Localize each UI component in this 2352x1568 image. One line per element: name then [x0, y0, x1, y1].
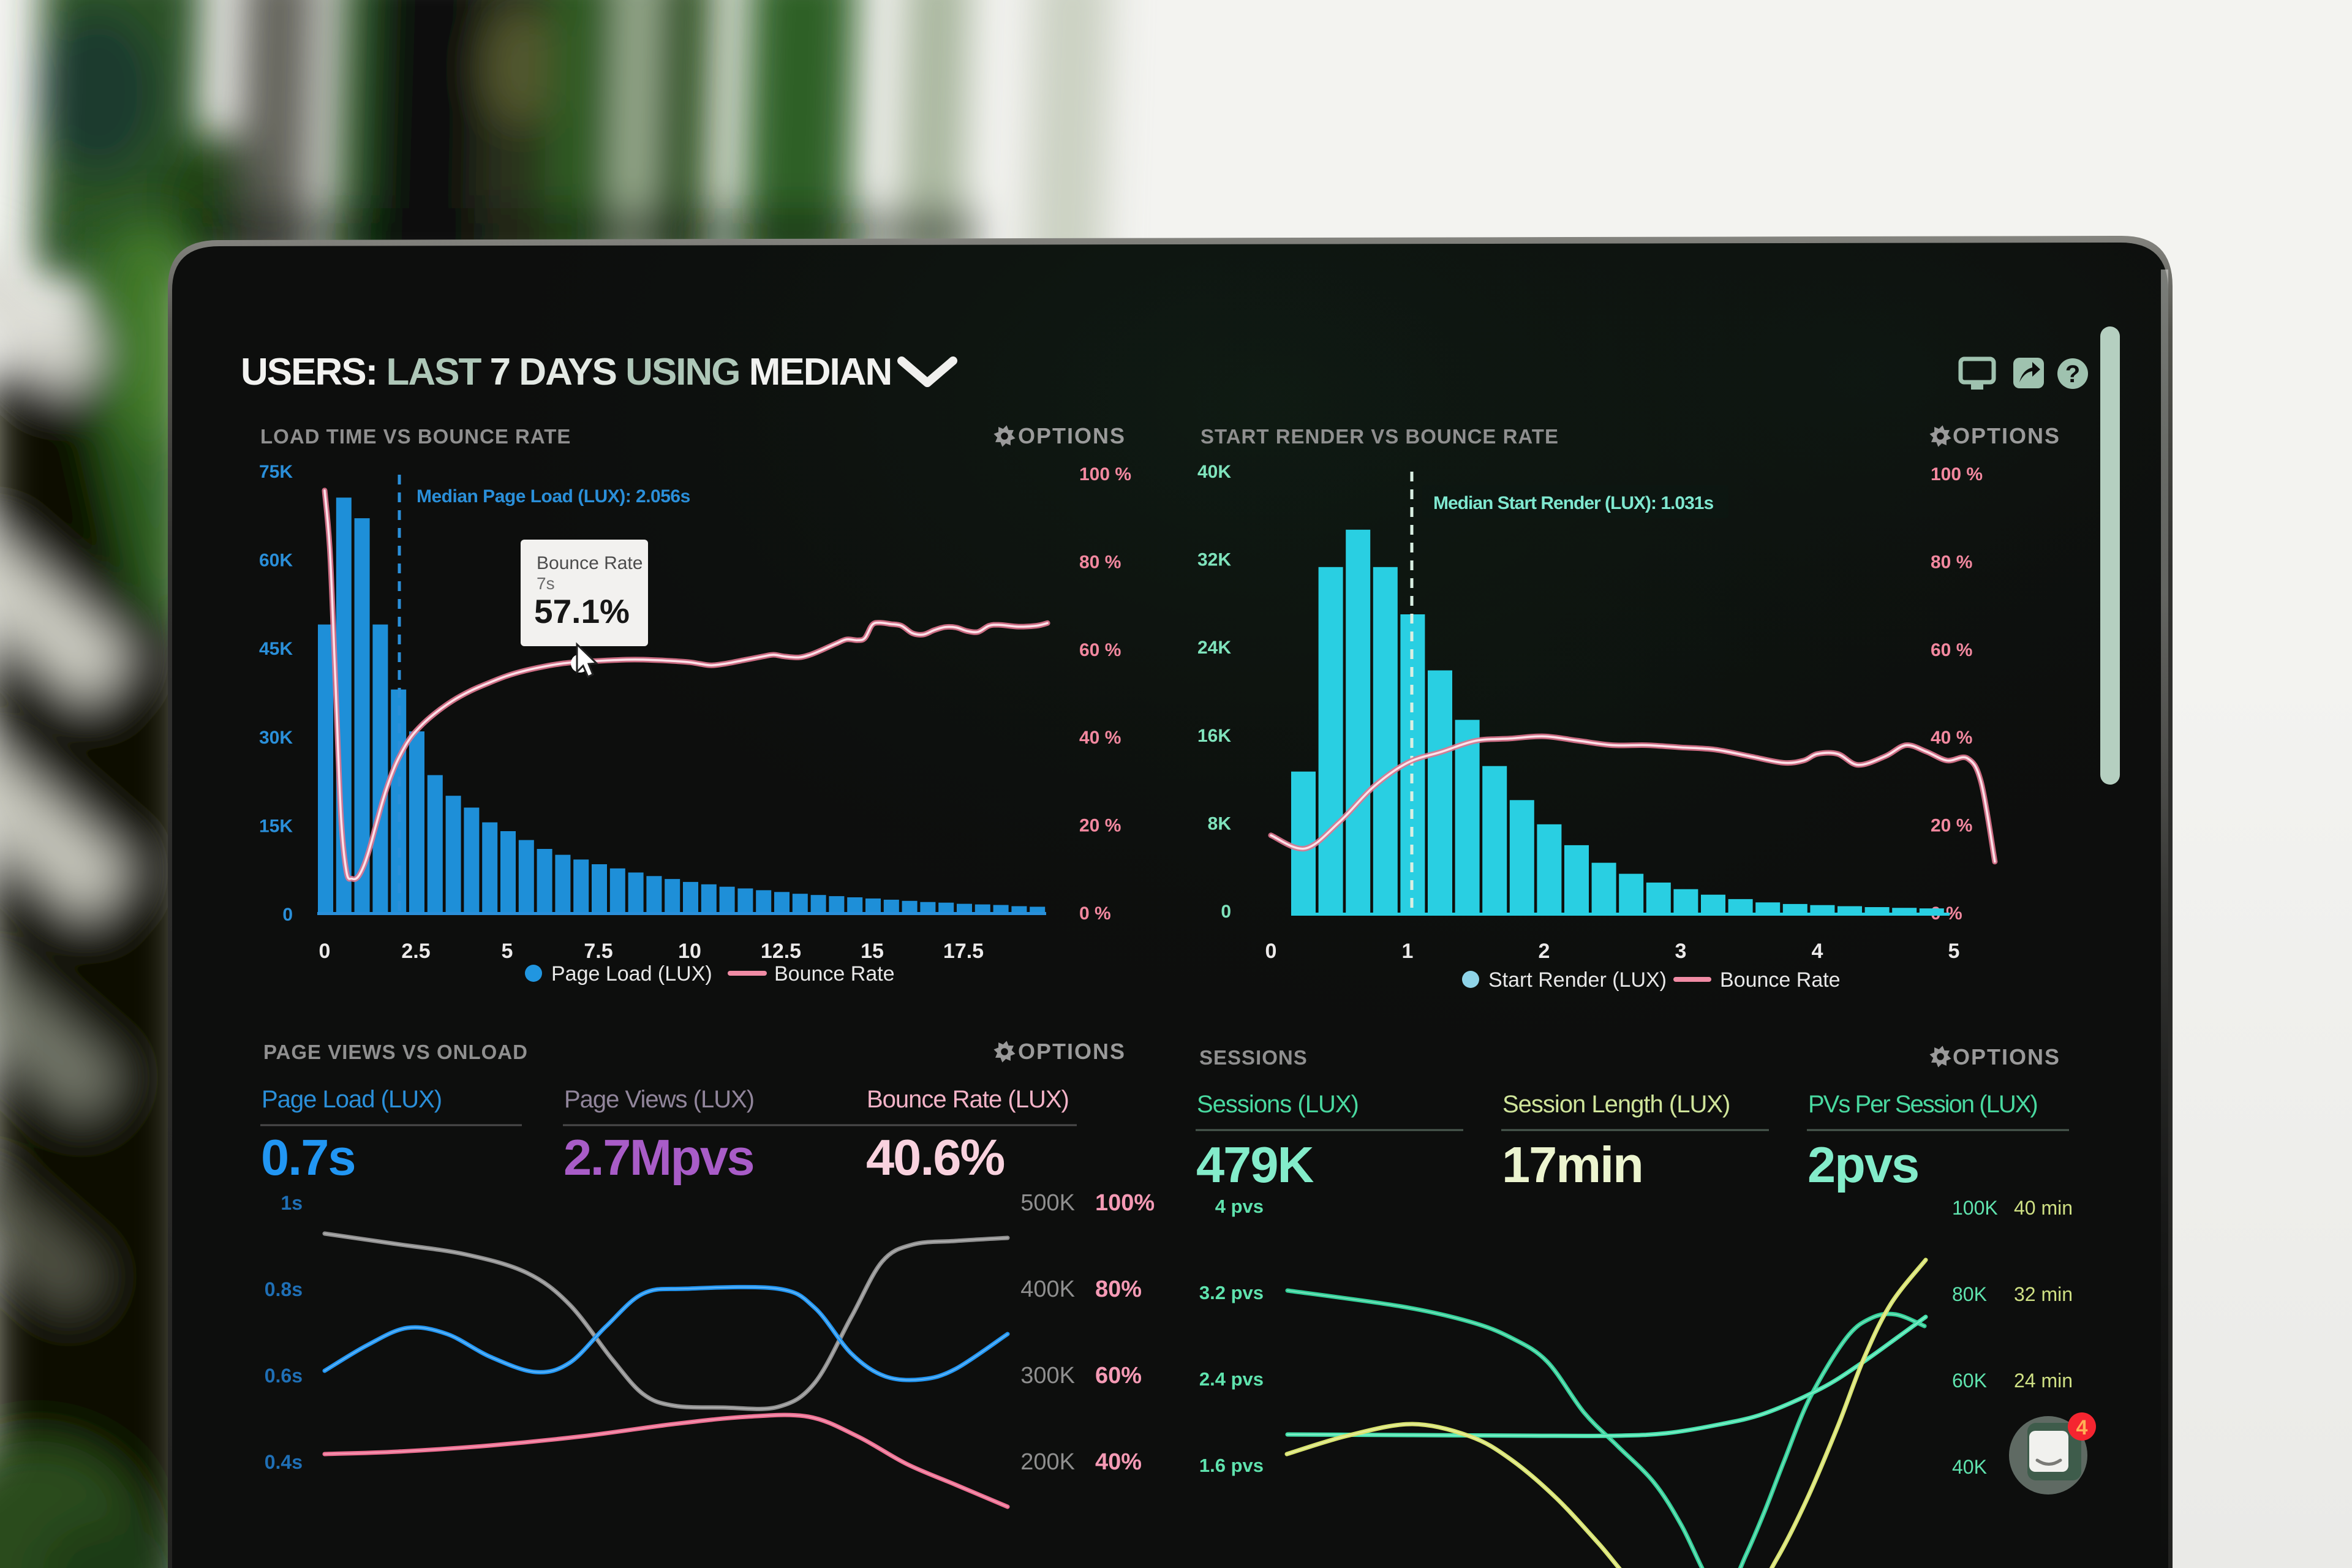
svg-text:8K: 8K [1208, 813, 1232, 834]
svg-text:0.7s: 0.7s [261, 1129, 355, 1186]
svg-text:100 %: 100 % [1931, 464, 1983, 484]
svg-text:479K: 479K [1196, 1136, 1314, 1193]
svg-text:PAGE VIEWS VS ONLOAD: PAGE VIEWS VS ONLOAD [263, 1041, 528, 1063]
svg-text:10: 10 [678, 940, 701, 963]
svg-text:20 %: 20 % [1079, 816, 1121, 836]
svg-text:40K: 40K [1197, 462, 1231, 482]
svg-text:80 %: 80 % [1931, 552, 1972, 572]
svg-text:0: 0 [282, 905, 293, 925]
svg-text:Bounce Rate: Bounce Rate [1720, 968, 1841, 992]
svg-text:40 min: 40 min [2014, 1197, 2073, 1219]
svg-text:4: 4 [1812, 940, 1823, 963]
svg-text:80%: 80% [1095, 1276, 1142, 1302]
svg-text:0: 0 [1265, 940, 1277, 963]
svg-text:2.5: 2.5 [401, 940, 430, 963]
svg-text:15K: 15K [259, 816, 293, 836]
svg-text:Bounce Rate: Bounce Rate [774, 962, 895, 986]
svg-text:40 %: 40 % [1079, 728, 1121, 748]
svg-text:1: 1 [1402, 940, 1414, 963]
svg-text:0.8s: 0.8s [265, 1278, 303, 1300]
svg-text:80K: 80K [1952, 1283, 1987, 1305]
svg-text:100K: 100K [1952, 1197, 1998, 1219]
svg-text:80 %: 80 % [1079, 552, 1121, 572]
svg-text:17min: 17min [1502, 1136, 1643, 1193]
svg-text:300K: 300K [1020, 1363, 1075, 1389]
svg-text:60K: 60K [259, 551, 293, 571]
svg-text:OPTIONS: OPTIONS [1018, 1039, 1126, 1064]
svg-text:USERS: LAST 7 DAYS USING MEDIA: USERS: LAST 7 DAYS USING MEDIAN [241, 351, 891, 393]
svg-text:Bounce Rate (LUX): Bounce Rate (LUX) [867, 1086, 1069, 1113]
svg-text:32 min: 32 min [2014, 1283, 2073, 1305]
svg-text:12.5: 12.5 [761, 940, 801, 963]
svg-text:Page Load (LUX): Page Load (LUX) [551, 962, 712, 986]
svg-text:Start Render (LUX): Start Render (LUX) [1488, 968, 1667, 992]
svg-text:Sessions (LUX): Sessions (LUX) [1197, 1091, 1359, 1118]
svg-text:2.7Mpvs: 2.7Mpvs [564, 1129, 753, 1186]
svg-text:40 %: 40 % [1931, 728, 1972, 748]
svg-text:40K: 40K [1952, 1456, 1987, 1478]
svg-text:7s: 7s [537, 574, 555, 593]
svg-text:100 %: 100 % [1079, 464, 1131, 484]
svg-text:200K: 200K [1020, 1449, 1075, 1475]
svg-text:7.5: 7.5 [584, 940, 612, 963]
svg-text:16K: 16K [1197, 726, 1231, 746]
svg-text:17.5: 17.5 [943, 940, 984, 963]
svg-text:2pvs: 2pvs [1807, 1136, 1918, 1193]
svg-text:4: 4 [2076, 1416, 2088, 1439]
svg-text:Session Length (LUX): Session Length (LUX) [1502, 1091, 1730, 1118]
svg-text:15: 15 [861, 940, 884, 963]
svg-text:?: ? [2065, 361, 2080, 388]
svg-text:60K: 60K [1952, 1370, 1987, 1392]
svg-text:5: 5 [1948, 940, 1960, 963]
svg-text:LOAD TIME VS BOUNCE RATE: LOAD TIME VS BOUNCE RATE [260, 425, 571, 448]
svg-text:START RENDER VS BOUNCE RATE: START RENDER VS BOUNCE RATE [1200, 425, 1559, 448]
svg-text:OPTIONS: OPTIONS [1018, 423, 1126, 448]
svg-text:57.1%: 57.1% [534, 592, 630, 630]
svg-text:Median Page Load (LUX): 2.056s: Median Page Load (LUX): 2.056s [417, 486, 690, 507]
svg-text:Bounce Rate: Bounce Rate [537, 553, 643, 573]
svg-text:SESSIONS: SESSIONS [1199, 1046, 1308, 1069]
svg-text:OPTIONS: OPTIONS [1953, 423, 2060, 448]
svg-text:2: 2 [1539, 940, 1550, 963]
svg-text:75K: 75K [259, 462, 293, 482]
svg-text:100%: 100% [1095, 1190, 1155, 1216]
svg-text:24K: 24K [1197, 638, 1231, 658]
svg-text:400K: 400K [1020, 1276, 1075, 1302]
svg-text:1s: 1s [281, 1192, 303, 1214]
svg-text:Page Load (LUX): Page Load (LUX) [262, 1086, 442, 1113]
svg-text:24 min: 24 min [2014, 1370, 2073, 1392]
svg-text:45K: 45K [259, 639, 293, 659]
svg-text:30K: 30K [259, 728, 293, 748]
svg-text:OPTIONS: OPTIONS [1953, 1044, 2060, 1069]
svg-text:32K: 32K [1197, 550, 1231, 570]
svg-text:Page Views (LUX): Page Views (LUX) [564, 1086, 754, 1113]
svg-text:0.6s: 0.6s [265, 1365, 303, 1387]
svg-text:20 %: 20 % [1931, 816, 1972, 836]
svg-text:4 pvs: 4 pvs [1215, 1196, 1264, 1217]
svg-text:Median Start Render (LUX): 1.0: Median Start Render (LUX): 1.031s [1433, 493, 1713, 513]
svg-text:0: 0 [1221, 902, 1231, 922]
svg-text:60 %: 60 % [1931, 640, 1972, 660]
svg-text:3: 3 [1675, 940, 1687, 963]
svg-text:40.6%: 40.6% [866, 1129, 1005, 1186]
svg-text:500K: 500K [1020, 1190, 1075, 1216]
svg-text:2.4 pvs: 2.4 pvs [1199, 1368, 1264, 1390]
svg-text:40%: 40% [1095, 1449, 1142, 1475]
svg-text:0: 0 [319, 940, 331, 963]
svg-text:60 %: 60 % [1079, 640, 1121, 660]
svg-text:3.2 pvs: 3.2 pvs [1199, 1282, 1264, 1303]
svg-text:60%: 60% [1095, 1363, 1142, 1389]
svg-text:PVs Per Session (LUX): PVs Per Session (LUX) [1808, 1091, 2037, 1118]
svg-text:0 %: 0 % [1079, 903, 1111, 924]
svg-text:1.6 pvs: 1.6 pvs [1199, 1455, 1264, 1476]
svg-text:5: 5 [502, 940, 513, 963]
svg-text:0.4s: 0.4s [265, 1451, 303, 1473]
